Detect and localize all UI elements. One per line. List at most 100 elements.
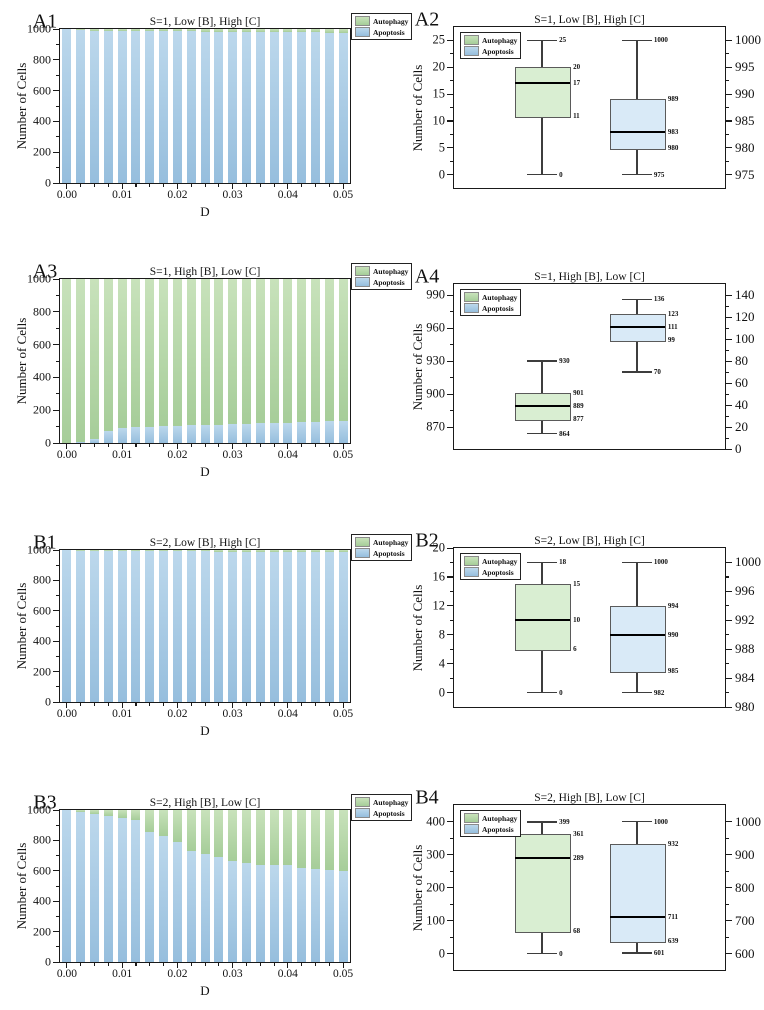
bar-segment-autophagy [103,29,113,31]
y-tick-label: 400 [33,633,51,648]
axis-tick [726,349,729,351]
bar-segment-apoptosis [159,31,169,183]
bar-segment-apoptosis [310,868,320,962]
bar-segment-autophagy [172,550,182,552]
box-annotation: 68 [573,927,581,936]
bar-segment-autophagy [145,550,155,552]
y-tick-label: 200 [33,664,51,679]
box-annotation: 985 [667,666,679,675]
bar-segment-apoptosis [283,32,293,183]
y-tick-label: 16 [432,569,446,584]
axis-tick [53,311,59,313]
axis-tick [56,360,59,362]
axis-tick [53,809,59,811]
y-tick-label: 25 [432,32,446,47]
x-tick-label: 0.04 [277,449,298,461]
axis-tick [726,576,729,578]
bar-segment-apoptosis [297,422,307,443]
y-tick-label: 960 [426,320,445,335]
box-whisker-cap [621,952,652,954]
axis-tick [726,953,732,955]
axis-tick [726,147,732,149]
axis-tick [447,576,453,578]
legend-label: Apoptosis [482,567,514,577]
right-tick-label: 40 [735,397,748,412]
bar-segment-autophagy [228,29,238,32]
axis-tick [53,409,59,411]
legend-row-autophagy: Autophagy [464,35,517,45]
bar-segment-autophagy [283,279,293,423]
y-tick-label: 0 [45,435,51,450]
box-annotation: 15 [573,580,581,589]
bar-segment-apoptosis [76,442,86,443]
axis-tick [450,344,453,346]
y-tick-label: 600 [33,337,51,352]
y-tick-label: 4 [438,656,445,671]
bar-segment-autophagy [117,279,127,428]
legend: Autophagy Apoptosis [351,794,413,821]
right-tick-label: 980 [735,139,755,155]
y-tick-label: 20 [432,540,446,555]
bar-segment-autophagy [76,550,86,551]
y-tick-label: 1000 [27,542,51,557]
bar-segment-apoptosis [241,551,251,702]
box-median-line [515,857,571,860]
axis-tick [190,703,192,706]
panel-title: S=2, High [B], Low [C] [149,797,261,809]
legend-row-autophagy: Autophagy [464,292,517,302]
axis-tick [450,53,453,55]
right-tick-label: 900 [735,846,755,862]
bar-segment-apoptosis [90,30,100,183]
axis-tick [56,686,59,688]
axis-tick [94,444,96,447]
bar-segment-autophagy [214,810,224,858]
axis-tick [53,90,59,92]
box-median-line [609,130,665,133]
box-annotation: 111 [667,322,678,331]
bar-segment-autophagy [76,279,86,443]
x-axis-title: D [200,723,210,738]
axis-tick [135,963,137,966]
bar-segment-autophagy [338,279,348,421]
axis-tick [447,426,453,428]
bar-segment-apoptosis [297,551,307,702]
bar-segment-autophagy [117,550,127,552]
axis-tick [328,444,330,447]
bar-segment-apoptosis [159,551,169,702]
legend-label: Autophagy [373,266,409,276]
x-tick-label: 0.03 [222,449,243,461]
axis-tick [726,107,729,109]
axis-tick [287,963,289,968]
plot-frame [59,28,351,184]
axis-tick [314,963,317,966]
y-tick-label: 800 [33,832,51,847]
legend-row-autophagy: Autophagy [355,537,408,547]
box-whisker-cap [527,561,558,564]
y-tick-label: 0 [45,954,51,969]
bar-segment-autophagy [214,29,224,32]
axis-tick [80,184,82,187]
axis-tick [726,39,732,41]
legend-label: Autophagy [373,16,409,26]
axis-tick [726,120,732,122]
axis-tick [273,963,275,966]
bar-segment-autophagy [297,810,307,868]
axis-tick [726,448,732,450]
bar-segment-apoptosis [241,863,251,962]
axis-tick [328,963,330,966]
x-tick-label: 0.04 [277,189,298,201]
panel-label: A3 [32,260,58,283]
box-annotation: 982 [653,688,665,697]
bar-segment-autophagy [214,279,224,425]
axis-tick [80,444,82,447]
bar-segment-autophagy [297,279,307,423]
axis-tick [447,66,453,68]
axis-tick [53,59,59,61]
y-tick-label: 0 [45,175,51,190]
legend-label: Apoptosis [482,46,514,56]
bar-segment-apoptosis [172,31,182,183]
axis-tick [726,80,729,82]
y-tick-label: 0 [438,167,445,182]
axis-tick [56,655,59,657]
bar-segment-apoptosis [131,820,141,962]
